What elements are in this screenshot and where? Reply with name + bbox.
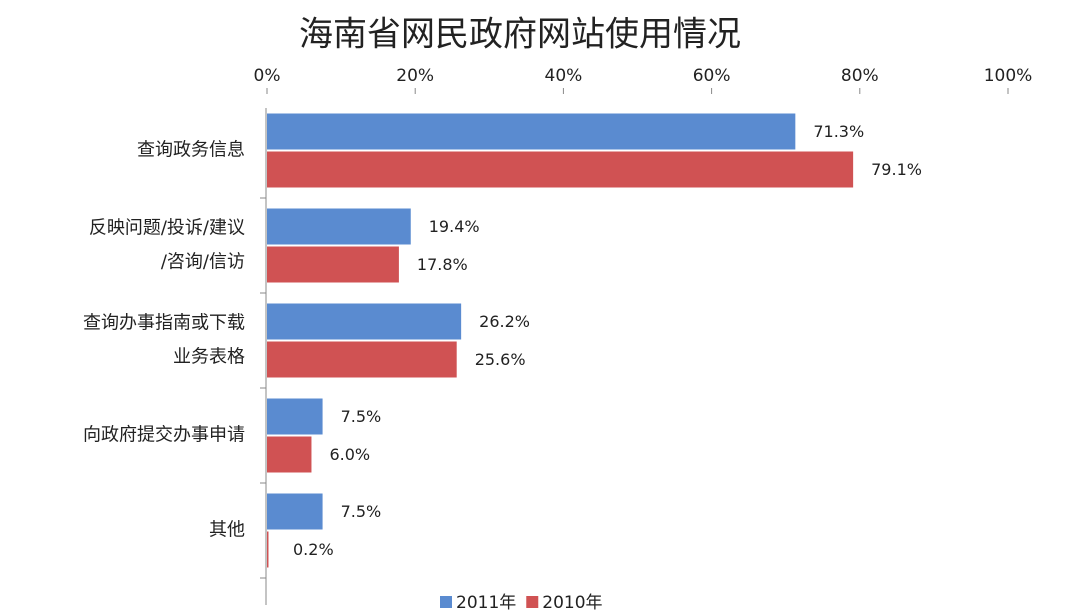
x-tick-label: 20% [396,66,434,86]
x-tick-label: 40% [545,66,583,86]
value-label: 26.2% [479,312,530,331]
bar [267,208,411,245]
x-tick-label: 80% [841,66,879,86]
bar [267,246,399,283]
value-label: 7.5% [341,407,382,426]
y-tick-label: 查询政务信息 [137,140,245,161]
bar [267,531,269,568]
bar [267,151,854,188]
legend-label: 2010年 [542,593,602,613]
value-label: 79.1% [871,160,922,179]
x-tick-label: 100% [984,66,1033,86]
value-label: 71.3% [813,122,864,141]
y-tick-label: /咨询/信访 [161,252,245,273]
bar [267,436,312,473]
y-tick-label: 向政府提交办事申请 [83,425,245,446]
value-label: 17.8% [417,255,468,274]
bar [267,303,462,340]
legend-swatch [526,596,539,608]
x-tick-label: 0% [254,66,281,86]
legend-swatch [440,596,452,608]
bar [267,493,323,530]
bar [267,113,796,150]
legend-label: 2011年 [456,593,516,613]
value-label: 7.5% [341,502,382,521]
x-tick-label: 60% [693,66,731,86]
value-label: 19.4% [429,217,480,236]
value-label: 0.2% [293,540,334,559]
value-label: 25.6% [475,350,526,369]
bar [267,398,323,435]
y-tick-label: 其他 [209,520,245,541]
y-tick-label: 业务表格 [173,347,245,368]
y-tick-label: 反映问题/投诉/建议 [89,218,245,239]
y-tick-label: 查询办事指南或下载 [83,313,245,334]
chart-title: 海南省网民政府网站使用情况 [299,15,741,55]
value-label: 6.0% [329,445,370,464]
bar [267,341,457,378]
